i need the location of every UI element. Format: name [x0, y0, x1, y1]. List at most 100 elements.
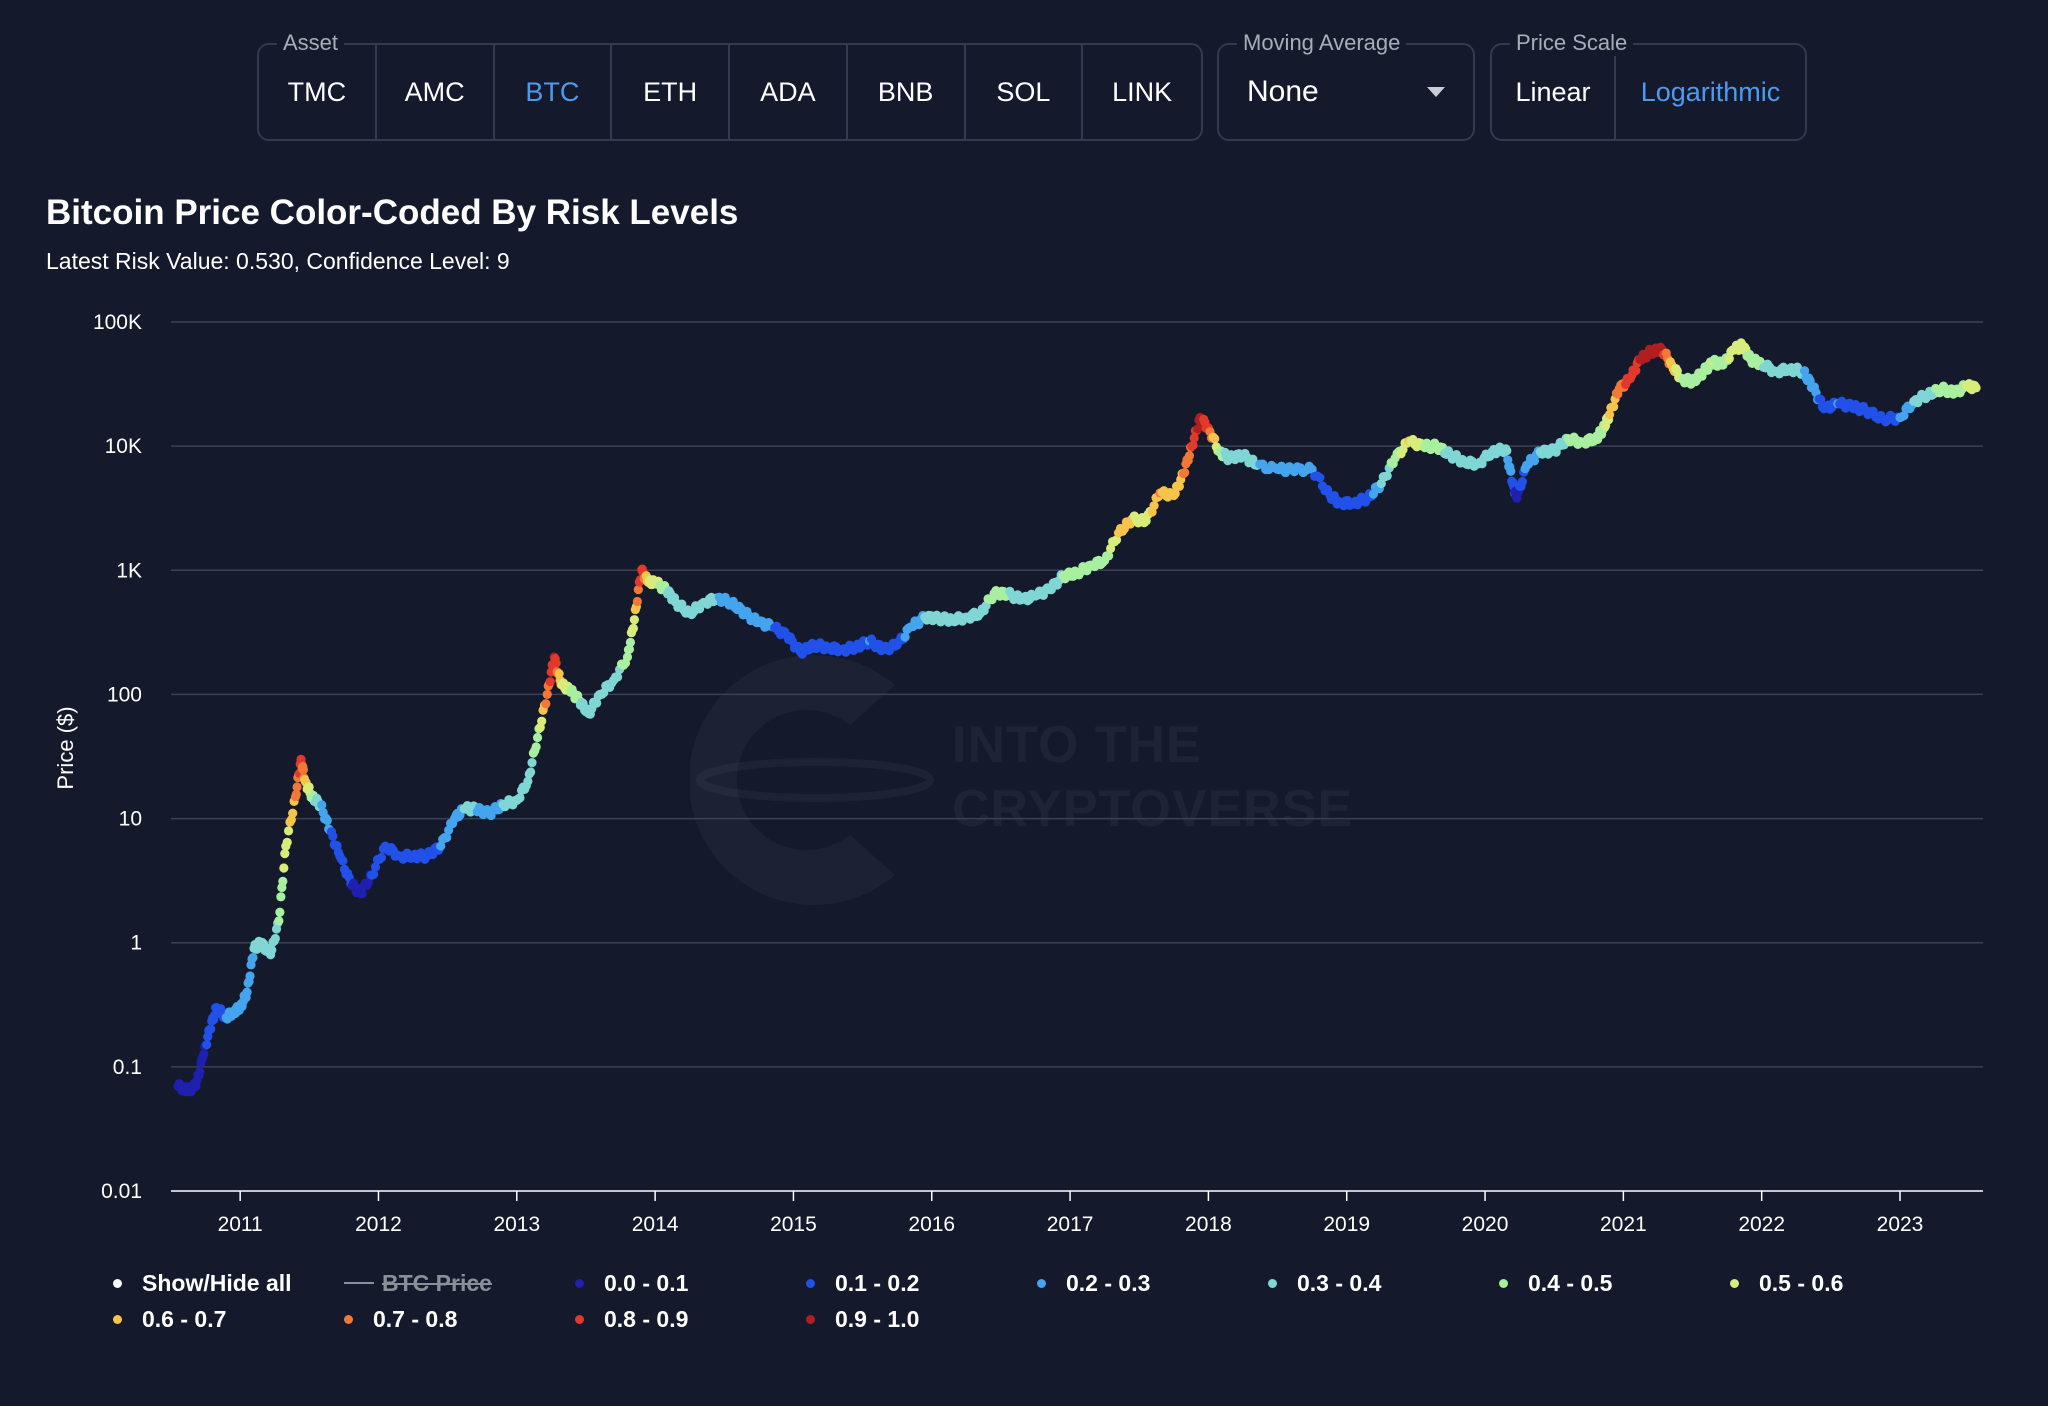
price-point: [633, 585, 643, 595]
y-tick-label: 0.01: [101, 1180, 142, 1203]
price-point: [195, 1067, 205, 1077]
price-point: [206, 1024, 216, 1034]
chart-legend: Show/Hide all BTC Price 0.0 - 0.1 0.1 - 0.2…: [113, 1270, 1873, 1332]
price-point: [1210, 434, 1220, 444]
asset-option-eth[interactable]: ETH: [612, 45, 730, 139]
price-point: [1503, 455, 1513, 465]
asset-option-amc[interactable]: AMC: [377, 45, 495, 139]
line-marker-icon: [344, 1282, 374, 1284]
price-point: [270, 933, 280, 944]
price-scale-option-logarithmic[interactable]: Logarithmic: [1640, 76, 1781, 107]
x-tick-label: 2014: [632, 1213, 679, 1236]
legend-risk-bin-4[interactable]: 0.4 - 0.5: [1499, 1270, 1730, 1296]
legend-risk-bin-5[interactable]: 0.5 - 0.6: [1730, 1270, 1961, 1296]
x-tick-label: 2012: [355, 1213, 402, 1236]
price-point: [357, 889, 367, 899]
legend-risk-bin-1[interactable]: 0.1 - 0.2: [806, 1270, 1037, 1296]
price-point: [532, 732, 543, 743]
price-point: [531, 742, 541, 752]
price-point: [1899, 411, 1909, 421]
legend-label: 0.9 - 1.0: [835, 1305, 920, 1332]
legend-show-hide-all[interactable]: Show/Hide all: [113, 1270, 344, 1296]
legend-risk-bin-2[interactable]: 0.2 - 0.3: [1037, 1270, 1268, 1296]
legend-risk-bin-3[interactable]: 0.3 - 0.4: [1268, 1270, 1499, 1296]
price-point: [248, 952, 258, 963]
price-point: [245, 971, 255, 981]
price-point: [368, 869, 379, 879]
price-point: [282, 837, 292, 847]
price-point: [541, 699, 551, 709]
asset-option-sol[interactable]: SOL: [966, 45, 1084, 139]
price-point: [370, 862, 381, 872]
asset-option-bnb[interactable]: BNB: [848, 45, 966, 139]
moving-average-dropdown[interactable]: None: [1247, 45, 1445, 139]
legend-risk-bin-6[interactable]: 0.6 - 0.7: [113, 1306, 344, 1332]
x-tick-label: 2011: [218, 1213, 263, 1236]
asset-option-link[interactable]: LINK: [1112, 76, 1173, 107]
dot-marker-icon: [113, 1314, 122, 1324]
legend-risk-bin-7[interactable]: 0.7 - 0.8: [344, 1306, 575, 1332]
dot-marker-icon: [1037, 1278, 1046, 1288]
asset-option-btc[interactable]: BTC: [495, 45, 613, 139]
price-point: [1149, 501, 1159, 511]
x-tick-label: 2018: [1185, 1213, 1232, 1236]
legend-risk-bin-9[interactable]: 0.9 - 1.0: [806, 1306, 1037, 1332]
grid-lines: [171, 321, 1983, 1068]
price-point: [338, 856, 348, 866]
legend-label: Show/Hide all: [142, 1269, 292, 1296]
legend-label: 0.3 - 0.4: [1297, 1269, 1382, 1296]
price-point: [278, 876, 288, 886]
price-point: [612, 672, 623, 682]
dot-marker-icon: [344, 1314, 353, 1324]
legend-label: 0.4 - 0.5: [1528, 1269, 1613, 1296]
legend-label: 0.2 - 0.3: [1066, 1269, 1151, 1296]
price-point: [1184, 451, 1195, 461]
price-point: [276, 892, 286, 902]
x-tick-label: 2019: [1323, 1213, 1370, 1236]
price-point: [1170, 489, 1180, 499]
price-point: [1315, 473, 1325, 483]
price-point: [1174, 481, 1184, 491]
dot-marker-icon: [113, 1278, 122, 1288]
x-tick-label: 2016: [908, 1213, 955, 1236]
axes: 0.01 0.1 1 10 100 1K 10K 100K 2011 2012 2013 2014 20…: [93, 311, 1983, 1236]
price-point: [436, 841, 446, 851]
price-point: [279, 863, 289, 873]
price-point: [523, 776, 533, 786]
price-point: [288, 808, 298, 818]
moving-average-label: Moving Average: [1237, 30, 1407, 56]
y-tick-label: 10K: [105, 435, 142, 458]
price-point: [202, 1040, 212, 1050]
dot-marker-icon: [1499, 1278, 1508, 1288]
price-point: [376, 852, 387, 863]
price-point: [298, 765, 308, 775]
price-point: [242, 987, 252, 997]
chart-subtitle: Latest Risk Value: 0.530, Confidence Lev…: [46, 248, 510, 274]
asset-selector: Asset TMC AMC BTC ETH ADA BNB SOL LINK: [257, 30, 1203, 141]
price-point: [1368, 489, 1379, 499]
price-point: [1609, 402, 1619, 412]
legend-btc-price[interactable]: BTC Price: [344, 1270, 575, 1296]
asset-option-ada[interactable]: ADA: [730, 45, 848, 139]
price-point: [317, 800, 327, 810]
x-tick-label: 2021: [1600, 1213, 1647, 1236]
legend-risk-bin-0[interactable]: 0.0 - 0.1: [575, 1270, 806, 1296]
price-point: [283, 826, 294, 836]
price-point: [363, 877, 374, 887]
price-scale-option-linear[interactable]: Linear: [1492, 45, 1616, 139]
y-tick-label: 100: [107, 683, 142, 706]
x-tick-label: 2013: [493, 1213, 540, 1236]
legend-label: BTC Price: [382, 1269, 492, 1296]
price-point: [328, 831, 338, 841]
y-tick-label: 1K: [116, 559, 142, 582]
asset-option-tmc[interactable]: TMC: [259, 45, 377, 139]
price-point: [1307, 464, 1317, 474]
y-tick-label: 0.1: [113, 1056, 142, 1079]
y-tick-label: 1: [130, 932, 142, 955]
price-point: [442, 833, 452, 843]
caret-down-icon: [1427, 87, 1445, 97]
dot-marker-icon: [1268, 1278, 1277, 1288]
price-point: [1631, 365, 1641, 376]
dot-marker-icon: [575, 1314, 584, 1324]
legend-risk-bin-8[interactable]: 0.8 - 0.9: [575, 1306, 806, 1332]
